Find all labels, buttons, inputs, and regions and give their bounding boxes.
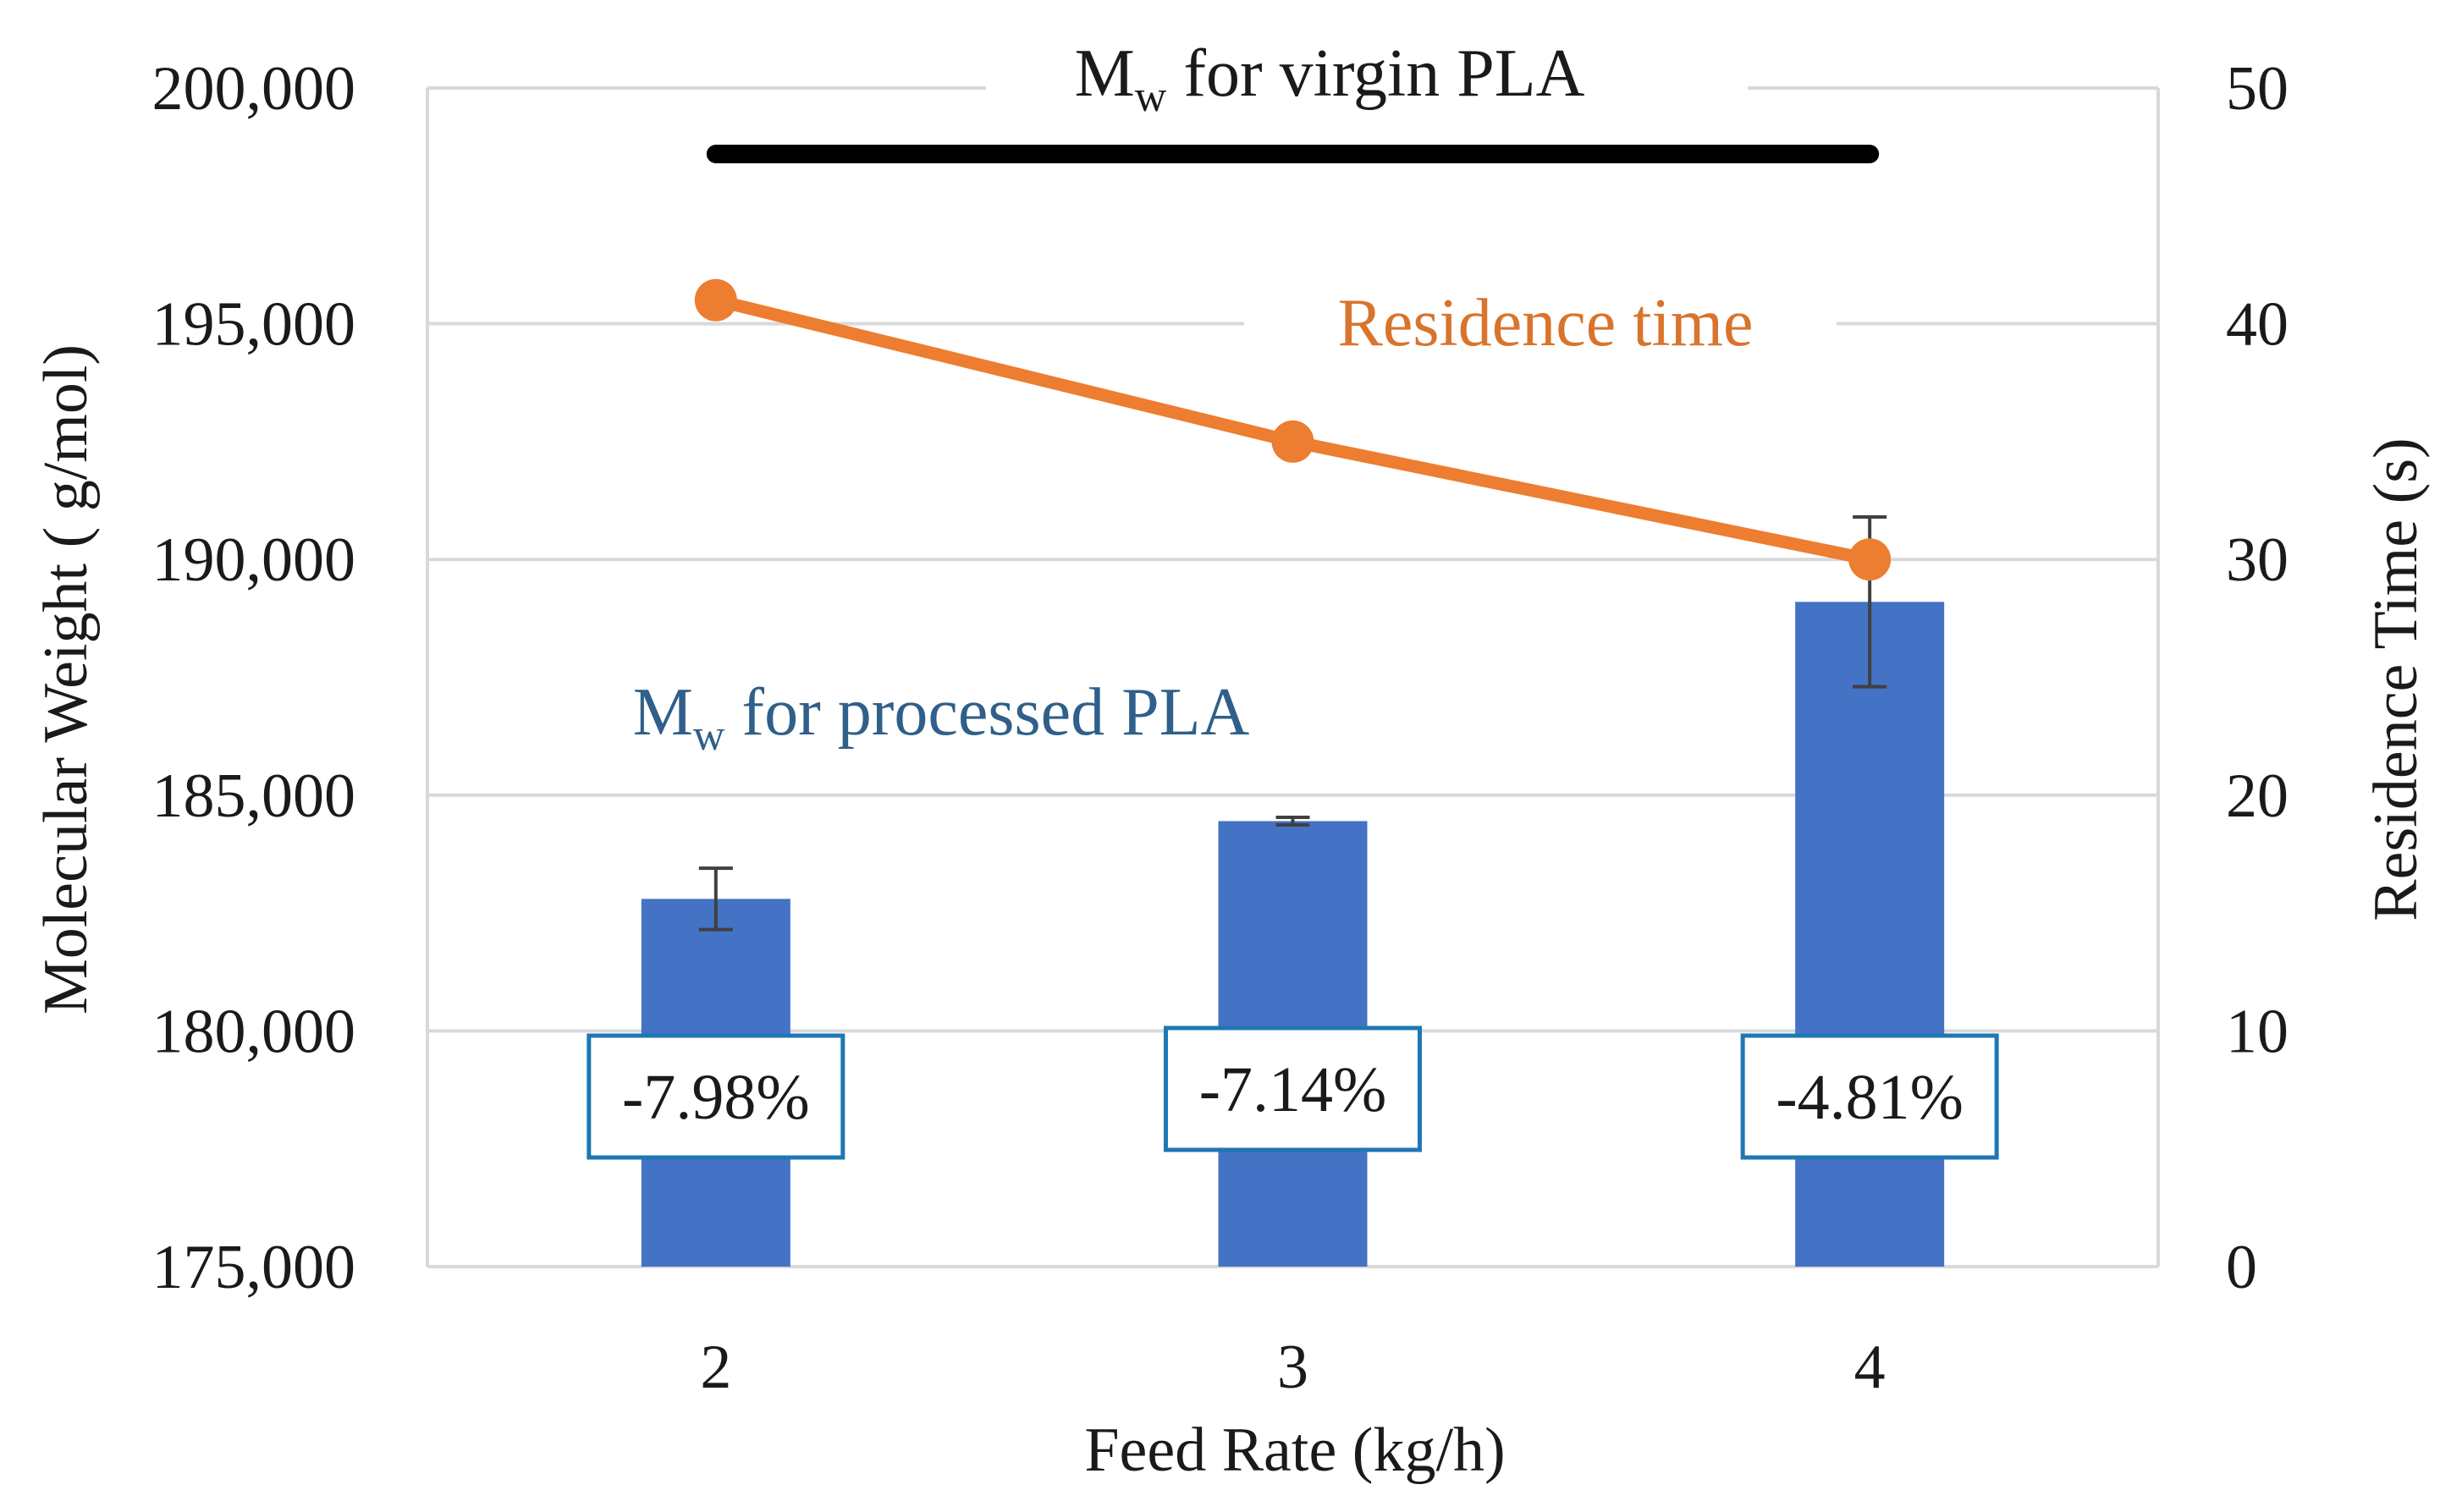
residence-time-point-0: [694, 278, 737, 322]
y-axis-title: Molecular Weight ( g/mol): [31, 344, 101, 1014]
x-axis-title: Feed Rate (kg/h): [1084, 1416, 1505, 1485]
line-series: [694, 278, 1892, 581]
virgin-pla-annotation: Mw for virgin PLA: [1075, 36, 1585, 121]
processed-annotation-subscript: w: [693, 712, 725, 760]
virgin-annotation-text: for virgin PLA: [1166, 36, 1584, 111]
axis-text: Feed Rate (kg/h) Molecular Weight ( g/mo…: [31, 54, 2431, 1485]
y-tick-label-5: 200,000: [152, 54, 356, 124]
y-tick-label-4: 195,000: [152, 290, 356, 360]
y2-axis-title: Residence Time (s): [2361, 437, 2431, 921]
x-tick-label-1: 3: [1277, 1333, 1308, 1402]
virgin-annotation-subscript: w: [1135, 73, 1167, 121]
y-tick-label-3: 190,000: [152, 525, 356, 595]
y-tick-label-2: 185,000: [152, 761, 356, 831]
percent-label-box-1: [1164, 1025, 1422, 1152]
x-tick-label-2: 4: [1854, 1333, 1886, 1402]
percent-label-0: -7.98%: [622, 1062, 810, 1133]
percent-label-2: -4.81%: [1776, 1062, 1964, 1133]
gridlines: [426, 34, 2160, 1268]
virgin-annotation-m: M: [1075, 36, 1135, 111]
processed-annotation-m: M: [633, 675, 693, 750]
percent-label-box-2: [1740, 1033, 1999, 1160]
y2-tick-label-5: 50: [2226, 54, 2289, 124]
residence-time-point-2: [1848, 538, 1892, 581]
annotations: Mw for virgin PLA Mw for processed PLA R…: [633, 36, 1754, 760]
residence-time-point-1: [1271, 420, 1314, 463]
y2-tick-label-3: 30: [2226, 525, 2289, 595]
bar-2: [1795, 602, 1945, 1267]
y-tick-label-0: 175,000: [152, 1233, 356, 1302]
y2-tick-label-2: 20: [2226, 761, 2289, 831]
x-tick-label-0: 2: [700, 1333, 731, 1402]
y-tick-label-1: 180,000: [152, 997, 356, 1066]
percent-labels: -7.98% -7.14% -4.81%: [587, 1025, 1999, 1160]
y2-tick-label-1: 10: [2226, 997, 2289, 1066]
processed-pla-annotation: Mw for processed PLA: [633, 675, 1250, 760]
y2-tick-label-4: 40: [2226, 290, 2289, 360]
residence-time-annotation: Residence time: [1338, 286, 1754, 360]
processed-annotation-text: for processed PLA: [724, 675, 1249, 750]
percent-label-box-0: [587, 1033, 845, 1160]
annotation-mask-virgin: [986, 34, 1748, 118]
y2-tick-label-0: 0: [2226, 1233, 2257, 1302]
percent-label-1: -7.14%: [1199, 1054, 1387, 1125]
annotation-mask-residence: [1244, 279, 1837, 372]
